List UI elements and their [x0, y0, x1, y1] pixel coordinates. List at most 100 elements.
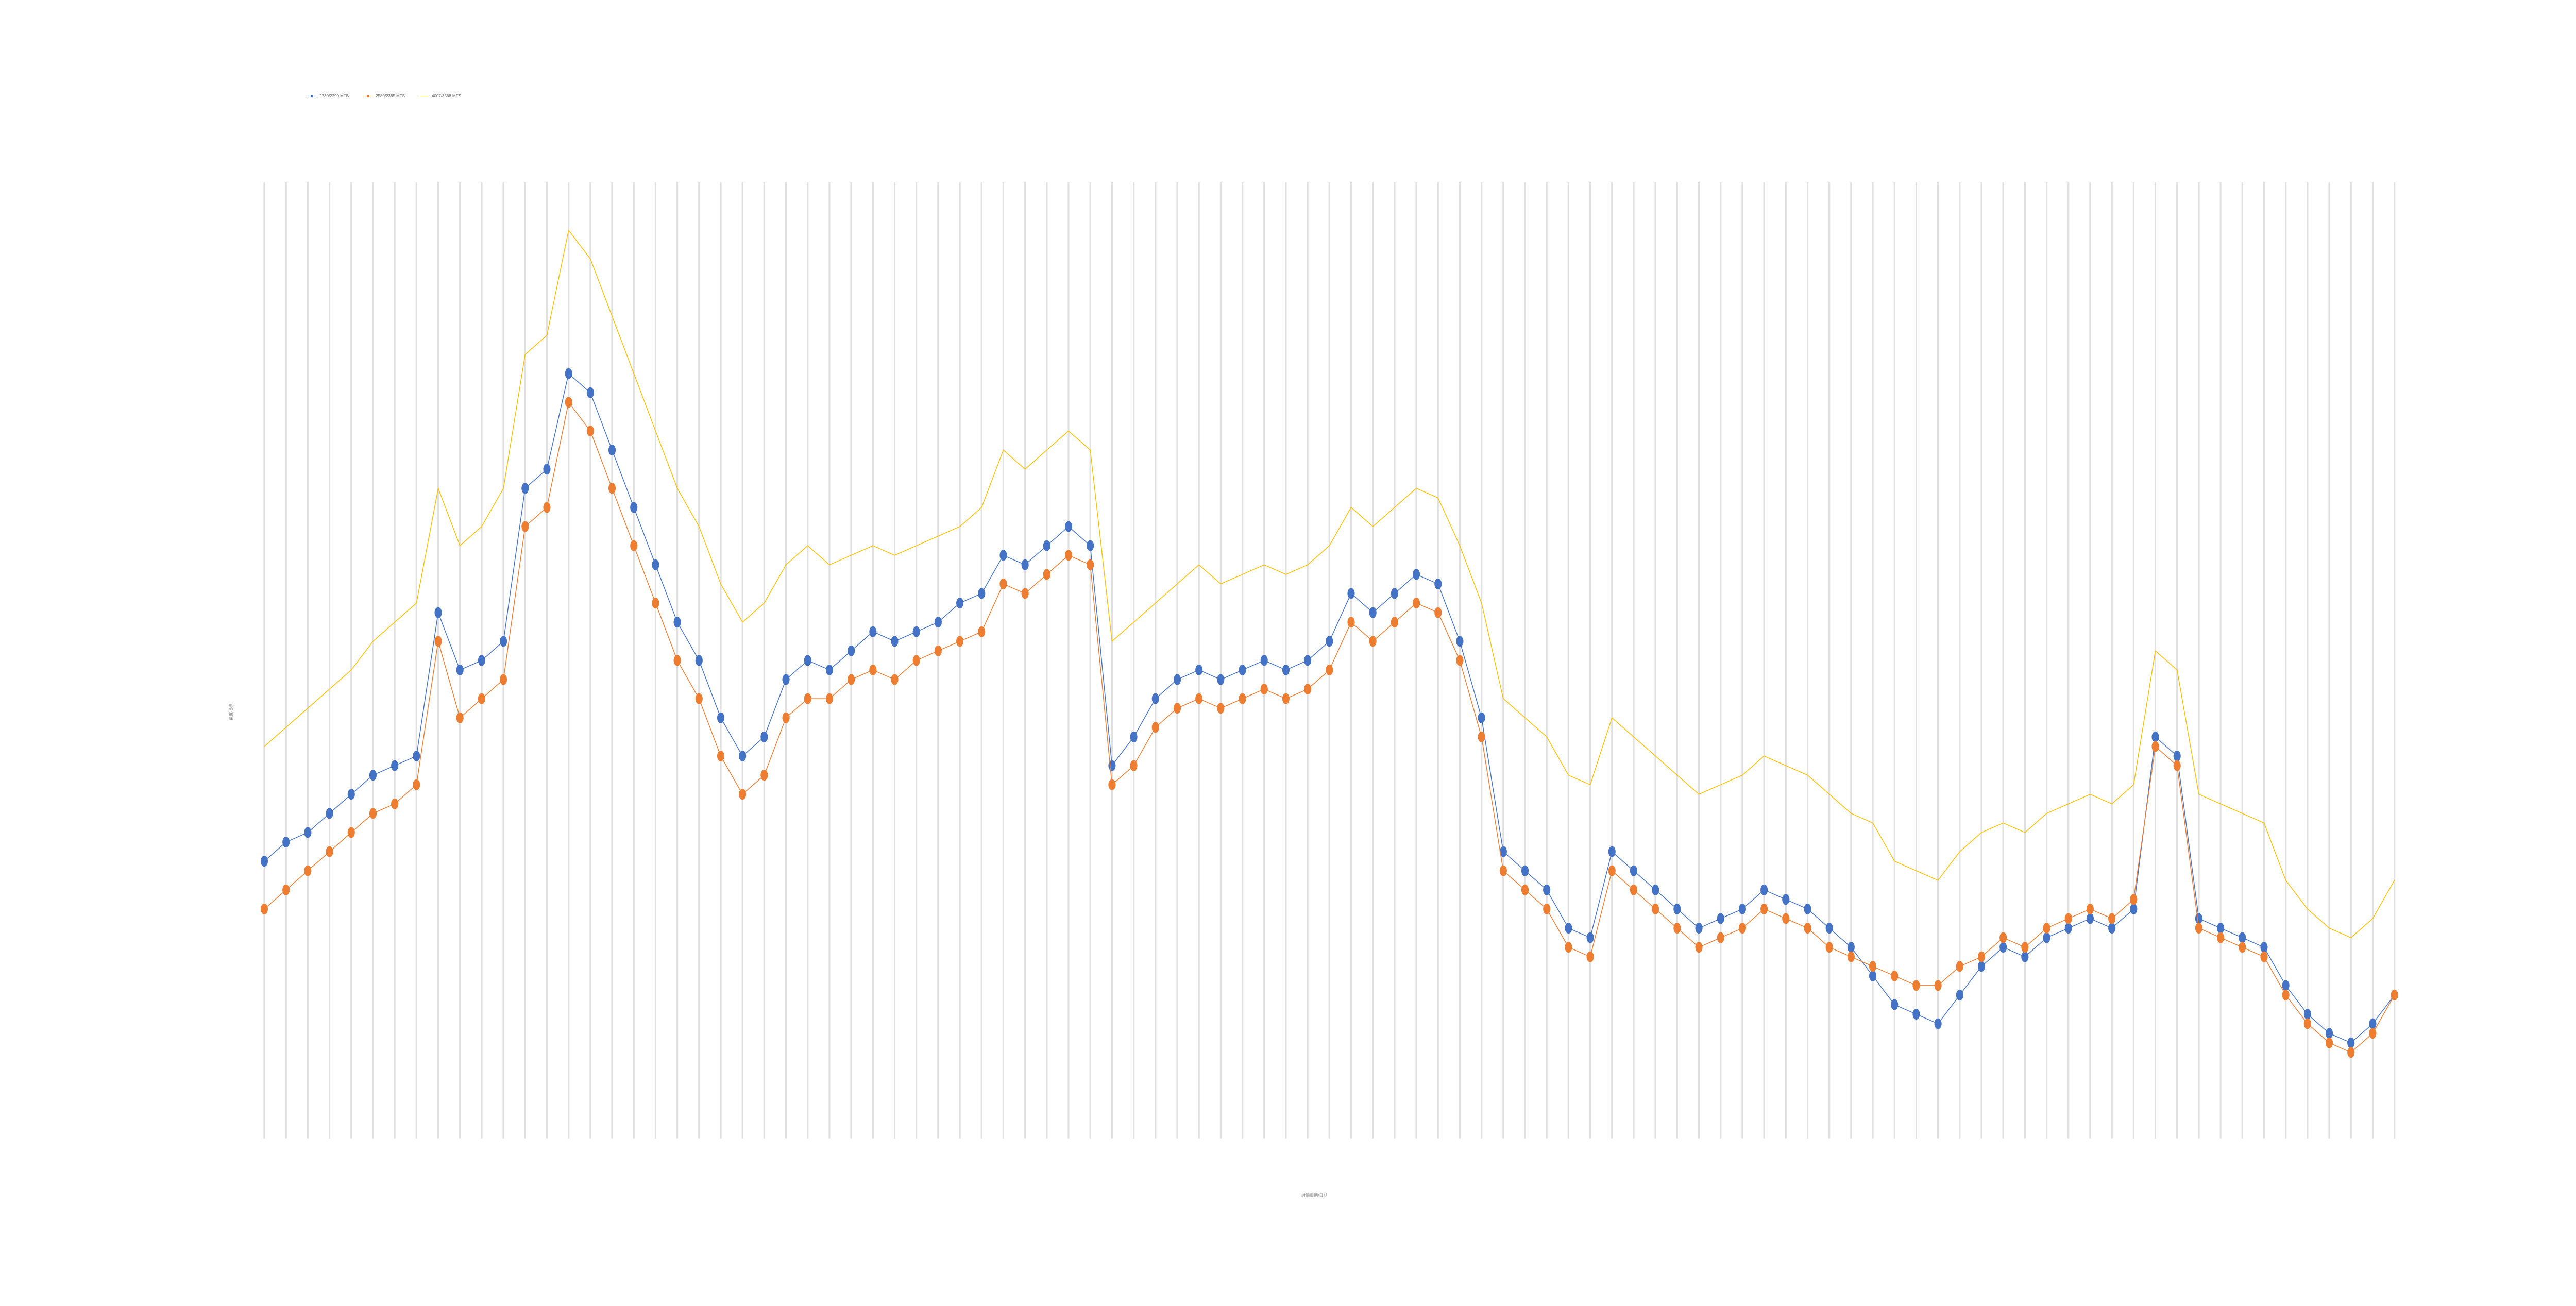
series-marker — [2043, 932, 2050, 943]
series-marker — [2260, 942, 2267, 953]
series-marker — [1848, 942, 1855, 953]
series-marker — [1043, 569, 1050, 580]
legend-item-1: 2580/2385 MTS — [363, 94, 405, 98]
series-marker — [1543, 904, 1550, 914]
series-marker — [1848, 952, 1855, 962]
series-marker — [739, 789, 746, 800]
series-marker — [1478, 713, 1485, 723]
series-marker — [1521, 885, 1529, 895]
series-marker — [739, 751, 746, 761]
series-marker — [1347, 617, 1354, 627]
series-marker — [2108, 913, 2115, 924]
series-marker — [696, 693, 703, 704]
series-marker — [2347, 1047, 2354, 1058]
series-marker — [2130, 904, 2137, 914]
series-marker — [587, 387, 594, 398]
series-marker — [1239, 665, 1246, 675]
series-marker — [1586, 932, 1594, 943]
series-marker — [1021, 588, 1028, 599]
series-marker — [1347, 588, 1354, 599]
series-marker — [565, 397, 572, 408]
series-marker — [1695, 942, 1702, 953]
series-marker — [2151, 741, 2159, 752]
series-marker — [521, 521, 529, 532]
series-marker — [826, 693, 833, 704]
series-marker — [1999, 932, 2007, 943]
series-marker — [434, 636, 442, 647]
plot-svg — [264, 182, 2395, 1139]
series-marker — [1825, 942, 1833, 953]
line-chart: 2730/2290 MTB2580/2385 MTS4007/3568 MTS … — [0, 0, 2576, 1306]
series-marker — [1195, 693, 1202, 704]
series-marker — [1217, 674, 1224, 685]
series-marker — [608, 445, 616, 455]
legend-line-icon — [419, 96, 429, 97]
series-marker — [348, 789, 355, 800]
series-marker — [348, 827, 355, 838]
series-marker — [1282, 665, 1290, 675]
series-marker — [1391, 617, 1398, 627]
series-marker — [1369, 607, 1376, 618]
series-marker — [696, 655, 703, 666]
series-marker — [2043, 923, 2050, 934]
series-marker — [282, 885, 290, 895]
series-marker — [1782, 913, 1789, 924]
series-marker — [1869, 961, 1876, 972]
series-marker — [1891, 971, 1898, 981]
series-marker — [1586, 952, 1594, 962]
series-marker — [1260, 655, 1267, 666]
series-marker — [1043, 540, 1050, 551]
series-marker — [1673, 923, 1681, 934]
series-marker — [935, 646, 942, 656]
series-marker — [804, 655, 811, 666]
legend-swatch — [363, 94, 372, 98]
series-marker — [652, 559, 659, 570]
series-marker — [500, 674, 507, 685]
series-marker — [999, 550, 1007, 561]
series-marker — [1260, 684, 1267, 694]
x-axis-label: 时间周期/日期 — [1301, 1193, 1327, 1198]
series-marker — [1999, 942, 2007, 953]
series-marker — [1434, 607, 1442, 618]
series-marker — [2065, 913, 2072, 924]
series-marker — [760, 770, 768, 781]
series-marker — [1739, 904, 1746, 914]
series-marker — [2304, 1019, 2311, 1029]
series-marker — [2391, 990, 2398, 1000]
legend: 2730/2290 MTB2580/2385 MTS4007/3568 MTS — [307, 94, 461, 98]
series-marker — [1978, 952, 1985, 962]
series-marker — [978, 626, 985, 637]
series-marker — [1804, 923, 1811, 934]
series-marker — [1021, 559, 1028, 570]
series-marker — [1673, 904, 1681, 914]
series-marker — [434, 607, 442, 618]
series-marker — [391, 799, 398, 809]
series-marker — [2304, 1009, 2311, 1020]
series-marker — [869, 665, 876, 675]
series-marker — [456, 665, 463, 675]
legend-marker-icon — [311, 95, 313, 97]
series-marker — [1760, 904, 1768, 914]
series-marker — [1369, 636, 1376, 647]
series-marker — [1065, 550, 1072, 561]
series-marker — [369, 770, 377, 781]
series-marker — [1087, 559, 1094, 570]
legend-swatch — [307, 94, 316, 98]
series-marker — [478, 655, 485, 666]
series-marker — [2195, 913, 2202, 924]
series-marker — [2369, 1028, 2376, 1039]
series-marker — [1239, 693, 1246, 704]
series-marker — [1717, 932, 1724, 943]
series-marker — [2347, 1038, 2354, 1048]
series-marker — [1152, 693, 1159, 704]
series-marker — [1152, 722, 1159, 733]
series-marker — [782, 713, 789, 723]
series-marker — [891, 674, 898, 685]
series-marker — [261, 904, 268, 914]
series-marker — [326, 846, 333, 857]
series-marker — [1108, 779, 1115, 790]
series-marker — [2239, 942, 2246, 953]
series-marker — [1087, 540, 1094, 551]
series-marker — [1130, 760, 1137, 771]
series-marker — [2369, 1019, 2376, 1029]
